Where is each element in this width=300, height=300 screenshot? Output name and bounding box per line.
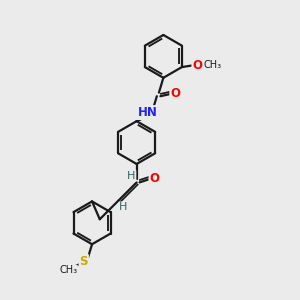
Text: H: H [127, 171, 136, 181]
Text: HN: HN [137, 106, 157, 119]
Text: H: H [119, 202, 128, 212]
Text: CH₃: CH₃ [59, 266, 77, 275]
Text: O: O [170, 87, 180, 100]
Text: CH₃: CH₃ [204, 60, 222, 70]
Text: S: S [80, 255, 88, 268]
Text: O: O [192, 59, 203, 72]
Text: O: O [149, 172, 160, 185]
